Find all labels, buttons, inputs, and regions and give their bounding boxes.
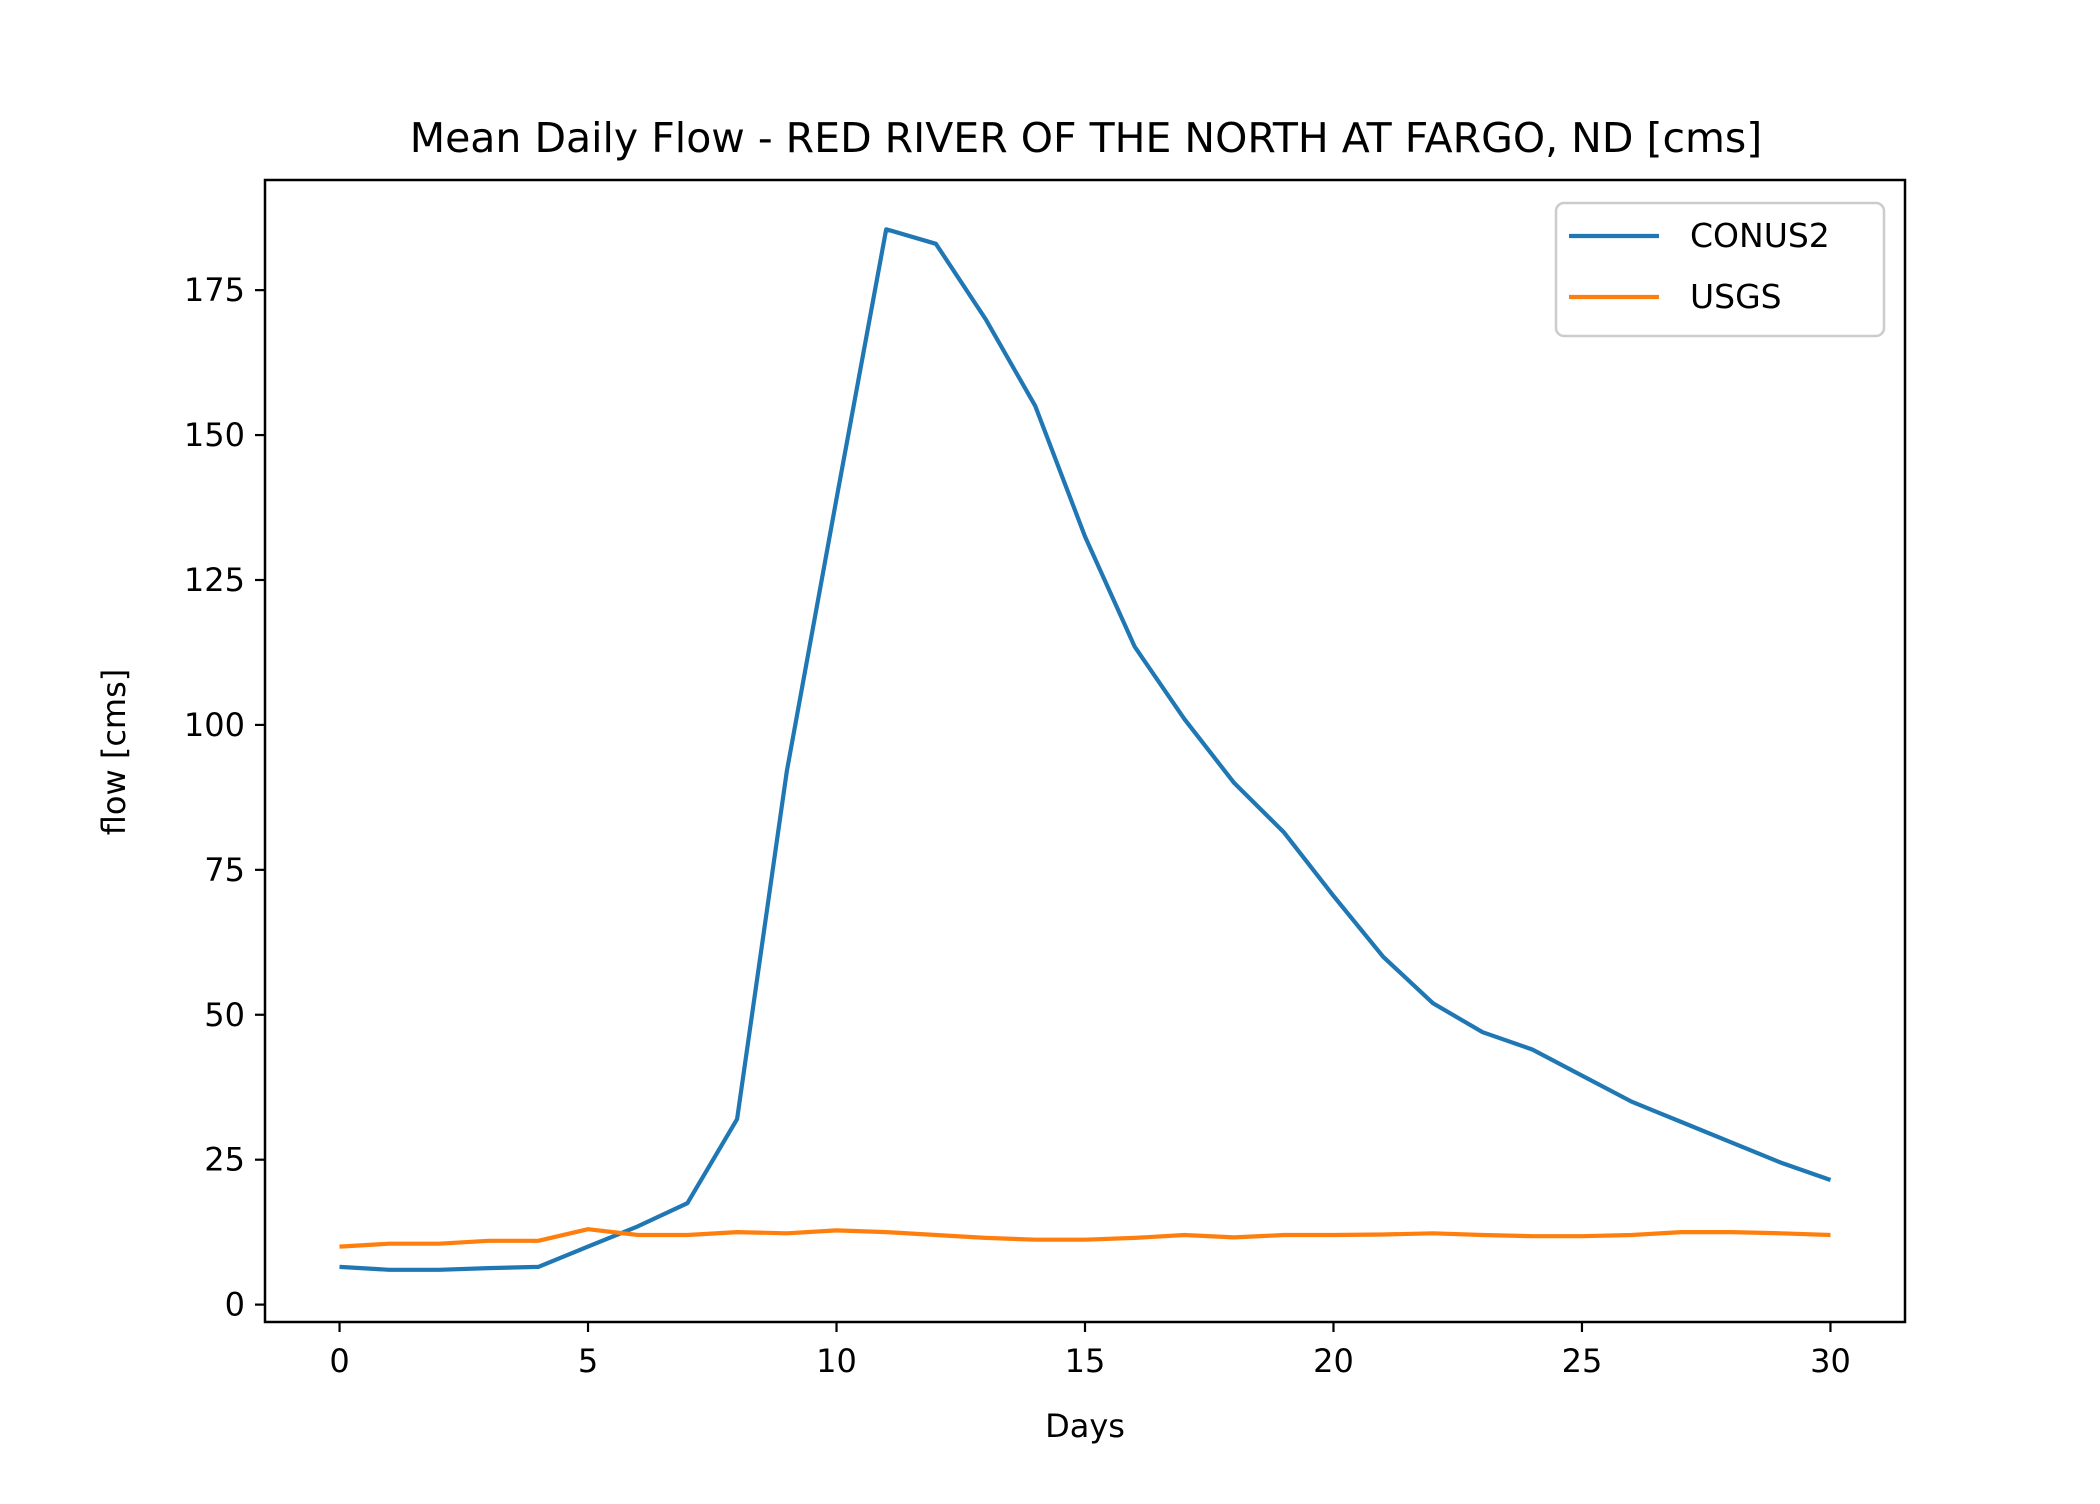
x-tick-label: 25: [1562, 1342, 1603, 1380]
legend-label-conus2: CONUS2: [1690, 216, 1830, 255]
y-tick-label: 0: [225, 1286, 245, 1324]
y-tick-label: 75: [204, 851, 245, 889]
x-tick-label: 15: [1065, 1342, 1106, 1380]
legend-label-usgs: USGS: [1690, 277, 1782, 316]
x-tick-label: 0: [329, 1342, 349, 1380]
x-axis-label: Days: [1045, 1407, 1125, 1445]
y-tick-label: 175: [184, 271, 245, 309]
chart-title: Mean Daily Flow - RED RIVER OF THE NORTH…: [410, 114, 1763, 162]
plot-area: [339, 227, 1832, 1272]
series-line-usgs: [339, 1227, 1831, 1249]
x-tick-label: 5: [578, 1342, 598, 1380]
x-axis: 0 5 10 15 20 25 30: [329, 1322, 1851, 1380]
y-tick-label: 100: [184, 706, 245, 744]
y-tick-label: 25: [204, 1141, 245, 1179]
x-tick-label: 10: [816, 1342, 857, 1380]
x-tick-label: 30: [1810, 1342, 1851, 1380]
y-tick-label: 150: [184, 416, 245, 454]
x-tick-label: 20: [1313, 1342, 1354, 1380]
y-tick-label: 125: [184, 561, 245, 599]
y-tick-label: 50: [204, 996, 245, 1034]
axes-frame: [263, 178, 1907, 1324]
legend: CONUS2 USGS: [1554, 201, 1886, 338]
y-axis: 0 25 50 75 100 125 150 175: [184, 271, 265, 1324]
y-axis-label: flow [cms]: [95, 669, 133, 835]
series-line-conus2: [339, 227, 1832, 1272]
